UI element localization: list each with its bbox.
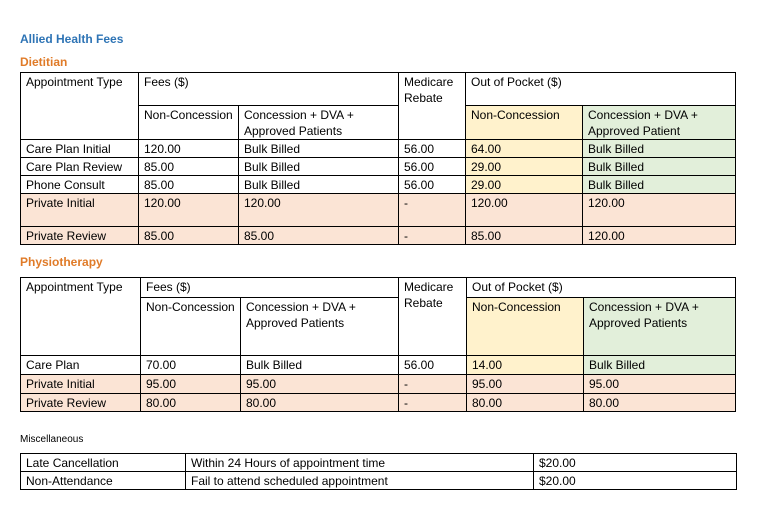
subheader-cell: Concession + DVA + Approved Patients [238, 105, 399, 140]
table-cell: 95.00 [240, 374, 399, 394]
header-cell: Fees ($) [138, 72, 399, 106]
table-cell: 85.00 [138, 226, 239, 245]
subheader-cell: Concession + DVA + Approved Patients [240, 297, 399, 356]
header-cell: Medicare Rebate [398, 72, 466, 140]
table-cell: Bulk Billed [582, 355, 737, 375]
table-cell: Private Review [20, 226, 139, 245]
misc-heading: Miscellaneous [20, 434, 84, 445]
table-cell: 120.00 [138, 193, 239, 227]
table-cell: Within 24 Hours of appointment time [185, 453, 534, 472]
table-cell: Bulk Billed [238, 175, 399, 194]
table-cell: 85.00 [465, 226, 583, 245]
header-cell: Appointment Type [20, 277, 141, 356]
table-cell: 95.00 [582, 374, 737, 394]
table-cell: 70.00 [140, 355, 241, 375]
table-cell: Bulk Billed [581, 139, 737, 158]
subheader-cell: Concession + DVA + Approved Patient [581, 105, 737, 140]
table-cell: 14.00 [466, 355, 584, 375]
subheader-cell: Non-Concession [466, 297, 584, 356]
table-cell: 29.00 [465, 157, 583, 176]
table-cell: - [398, 193, 466, 227]
table-cell: $20.00 [533, 453, 737, 472]
table-cell: 56.00 [398, 175, 466, 194]
table-cell: Private Review [20, 393, 141, 412]
table-cell: 120.00 [238, 193, 399, 227]
table-cell: Non-Attendance [20, 471, 186, 490]
header-row: Appointment Type Fees ($) Medicare Rebate O… [20, 277, 737, 356]
table-cell: Bulk Billed [240, 355, 399, 375]
data-row: Private Initial 95.00 95.00-95.00 95.00 [20, 374, 737, 394]
table-cell: Care Plan [20, 355, 141, 375]
data-row: Care Plan 70.00 Bulk Billed 56.00 14.00 Bulk … [20, 355, 737, 375]
table-cell: - [398, 393, 467, 412]
table-cell: 95.00 [466, 374, 584, 394]
subheader-row: Non-Concession Concession + DVA + Approve… [21, 297, 737, 356]
table-cell: 85.00 [138, 157, 239, 176]
misc-row: Non-Attendance Fail to attend scheduled a… [20, 471, 737, 490]
page-title: Allied Health Fees [20, 32, 124, 46]
data-row: Phone Consult 85.00 Bulk Billed 56.00 29.00 B… [20, 175, 737, 194]
table-cell: 85.00 [238, 226, 399, 245]
table-cell: 80.00 [140, 393, 241, 412]
table-cell: Bulk Billed [238, 139, 399, 158]
table-cell: Bulk Billed [238, 157, 399, 176]
subheader-cell: Non-Concession [140, 297, 241, 356]
table-cell: 29.00 [465, 175, 583, 194]
fee-table: Appointment Type Fees ($) Medicare Rebate O… [20, 72, 737, 245]
table-cell: Care Plan Initial [20, 139, 139, 158]
subheader-row: Non-Concession Concession + DVA + Approve… [21, 105, 737, 140]
header-cell: Fees ($) [140, 277, 399, 298]
table-cell: 56.00 [398, 355, 467, 375]
fee-table: Appointment Type Fees ($) Medicare Rebate O… [20, 277, 737, 412]
header-row: Appointment Type Fees ($) Medicare Rebate O… [20, 72, 737, 140]
section-heading: Dietitian [20, 55, 68, 69]
data-row: Private Review 85.00 85.00-85.00 120.00 [20, 226, 737, 245]
table-cell: 56.00 [398, 157, 466, 176]
header-cell: Out of Pocket ($) [464, 72, 737, 106]
table-cell: Late Cancellation [20, 453, 186, 472]
table-cell: Care Plan Review [20, 157, 139, 176]
data-row: Care Plan Initial 120.00 Bulk Billed 56.00 6… [20, 139, 737, 158]
table-cell: 80.00 [240, 393, 399, 412]
data-row: Private Initial 120.00 120.00-120.00 120.00 [20, 193, 737, 227]
subheader-cell: Non-Concession [138, 105, 239, 140]
table-cell: - [398, 374, 467, 394]
misc-table: Late Cancellation Within 24 Hours of appo… [20, 453, 737, 490]
data-row: Care Plan Review 85.00 Bulk Billed 56.00 29.… [20, 157, 737, 176]
table-cell: $20.00 [533, 471, 737, 490]
table-cell: 80.00 [582, 393, 737, 412]
subheader-cell: Non-Concession [465, 105, 583, 140]
subheader-cell: Concession + DVA + Approved Patients [582, 297, 737, 356]
header-cell: Out of Pocket ($) [465, 277, 737, 298]
table-cell: 120.00 [465, 193, 583, 227]
table-cell: 56.00 [398, 139, 466, 158]
table-cell: 85.00 [138, 175, 239, 194]
table-cell: 80.00 [466, 393, 584, 412]
table-cell: 120.00 [138, 139, 239, 158]
table-cell: Phone Consult [20, 175, 139, 194]
data-row: Private Review 80.00 80.00-80.00 80.00 [20, 393, 737, 412]
table-cell: 64.00 [465, 139, 583, 158]
table-cell: Private Initial [20, 193, 139, 227]
table-cell: 120.00 [581, 193, 737, 227]
section-heading: Physiotherapy [20, 255, 103, 269]
misc-row: Late Cancellation Within 24 Hours of appo… [20, 453, 737, 472]
table-cell: 95.00 [140, 374, 241, 394]
table-cell: - [398, 226, 466, 245]
table-cell: Fail to attend scheduled appointment [185, 471, 534, 490]
header-cell: Medicare Rebate [398, 277, 467, 356]
table-cell: Bulk Billed [581, 175, 737, 194]
header-cell: Appointment Type [20, 72, 139, 140]
table-cell: 120.00 [581, 226, 737, 245]
table-cell: Private Initial [20, 374, 141, 394]
table-cell: Bulk Billed [581, 157, 737, 176]
